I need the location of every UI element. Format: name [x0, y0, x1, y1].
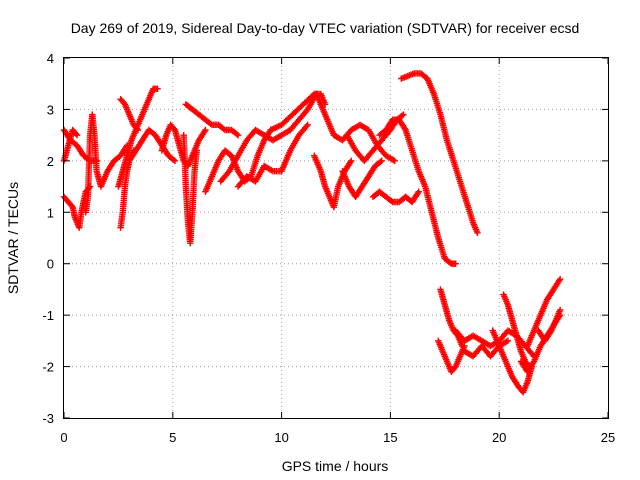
data-point — [309, 92, 317, 99]
y-tick-label: 4 — [47, 51, 54, 66]
data-point — [73, 131, 81, 139]
y-tick-label: 1 — [47, 205, 54, 220]
x-tick-label: 15 — [383, 430, 397, 445]
x-tick-label: 5 — [169, 430, 176, 445]
series-track-7 — [115, 85, 161, 190]
series-track-8 — [126, 126, 179, 165]
y-tick-label: 0 — [47, 257, 54, 272]
series-track-20 — [376, 116, 459, 267]
data-points — [60, 70, 564, 396]
data-point — [400, 111, 407, 118]
y-tick-label: -3 — [42, 411, 54, 426]
plot-frame — [63, 57, 609, 419]
series-track-25 — [489, 327, 536, 396]
data-point — [321, 101, 329, 108]
data-point — [504, 337, 512, 345]
data-point — [377, 158, 384, 166]
y-tick-label: 3 — [47, 102, 54, 117]
data-point — [170, 156, 177, 164]
data-point — [207, 120, 214, 128]
data-point — [398, 112, 406, 119]
chart-title: Day 269 of 2019, Sidereal Day-to-day VTE… — [71, 20, 580, 36]
data-point — [348, 157, 355, 165]
x-tick-label: 10 — [274, 430, 288, 445]
series-track-10 — [180, 131, 200, 247]
data-point — [556, 275, 564, 283]
data-point — [415, 188, 422, 195]
series-track-15 — [267, 90, 329, 134]
x-tick-label: 0 — [60, 430, 67, 445]
data-point — [556, 306, 564, 314]
data-point — [220, 125, 227, 133]
series-track-30 — [461, 337, 512, 360]
data-point — [171, 157, 179, 165]
data-point — [72, 130, 80, 138]
series-track-22 — [437, 286, 466, 350]
series-track-4 — [82, 111, 131, 216]
x-tick-label: 20 — [492, 430, 506, 445]
data-point — [202, 126, 209, 134]
series-track-11 — [182, 101, 242, 139]
y-axis-label: SDTVAR / TECUs — [5, 182, 21, 294]
data-point — [474, 229, 481, 237]
x-tick-label: 25 — [601, 430, 615, 445]
data-point — [154, 85, 161, 93]
data-point — [378, 157, 385, 165]
x-axis-label: GPS time / hours — [282, 458, 389, 474]
series-track-14 — [234, 121, 311, 190]
series-track-19 — [369, 188, 422, 206]
data-point — [452, 260, 459, 267]
series-track-29 — [535, 306, 564, 345]
data-point — [388, 197, 395, 205]
data-point — [304, 121, 311, 129]
grid — [64, 58, 608, 418]
series-track-17 — [339, 157, 385, 201]
series-track-21 — [398, 70, 481, 237]
data-point — [391, 157, 398, 165]
data-point — [233, 130, 240, 138]
axis-ticks: 0 5 10 15 20 25 -3 -2 -1 0 1 2 3 4 — [42, 51, 615, 445]
data-point — [234, 131, 242, 139]
data-point — [193, 147, 200, 154]
y-tick-label: -1 — [42, 308, 54, 323]
y-tick-label: 2 — [47, 154, 54, 169]
series-track-27 — [524, 275, 564, 350]
series-track-13 — [217, 90, 398, 185]
y-tick-label: -2 — [42, 360, 54, 375]
